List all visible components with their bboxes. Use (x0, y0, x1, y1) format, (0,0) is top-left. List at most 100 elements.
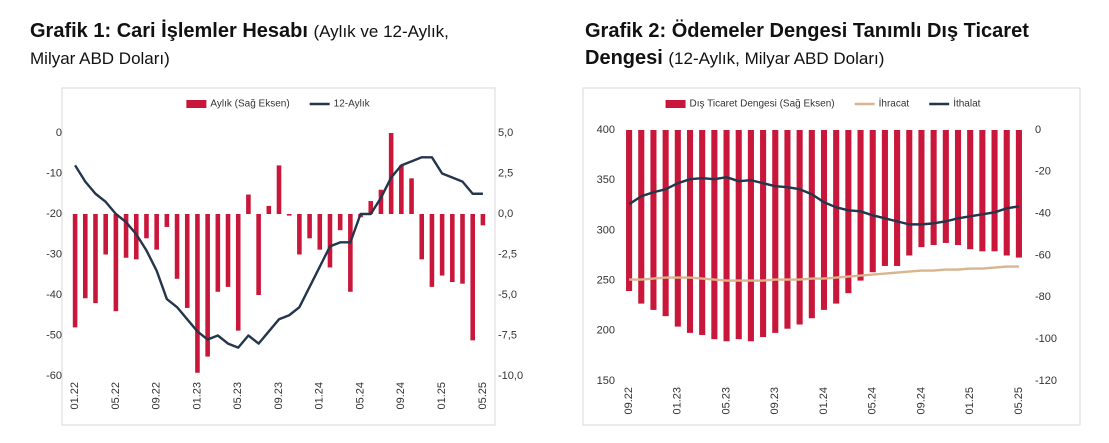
x-tick-label: 05.25 (477, 382, 489, 410)
bar (979, 130, 986, 252)
y2-tick-label: -80 (1035, 291, 1051, 303)
y2-tick-label: -2,5 (498, 248, 517, 260)
chart-title: Grafik 2: Ödemeler Dengesi Tanımlı Dış T… (585, 20, 1029, 69)
bar (439, 214, 445, 276)
bar (662, 130, 669, 317)
bar (906, 130, 913, 256)
line (628, 175, 1020, 226)
bar (286, 214, 292, 216)
bar (72, 214, 78, 328)
bar (796, 130, 803, 325)
y-tick-label: 400 (597, 124, 615, 136)
y-tick-label: 0 (56, 127, 62, 139)
bar (144, 214, 149, 239)
bar (845, 130, 852, 294)
bar (388, 133, 394, 214)
bar (954, 130, 962, 246)
y2-tick-label: -60 (1035, 249, 1051, 261)
x-tick-label: 09.22 (623, 387, 635, 415)
bar (942, 130, 949, 243)
bar (103, 214, 108, 255)
bar (711, 130, 718, 340)
chart-title: Grafik 1: Cari İşlemler Hesabı (30, 20, 308, 42)
chart-subtitle: (Aylık ve 12-Aylık, Milyar ABD Doları) (30, 22, 449, 68)
x-tick-label: 01.25 (964, 387, 976, 415)
x-tick-label: 09.22 (151, 382, 163, 410)
bar (378, 189, 384, 214)
x-tick-label: 09.24 (395, 382, 407, 410)
y-tick-label: -60 (46, 370, 62, 382)
bar (735, 130, 742, 340)
bar (674, 130, 681, 327)
bar (164, 214, 170, 227)
bar (215, 214, 221, 292)
bar (327, 214, 333, 268)
x-tick-label: 05.24 (354, 382, 366, 410)
bar (869, 130, 876, 273)
x-tick-label: 01.24 (818, 387, 830, 415)
y-tick-label: -40 (46, 289, 62, 301)
y-tick-label: 350 (597, 174, 615, 186)
y2-tick-label: -7,5 (498, 329, 517, 341)
bar (723, 130, 730, 342)
y-tick-label: 150 (597, 375, 615, 387)
legend-label: İhracat (879, 97, 910, 110)
bar (123, 214, 129, 258)
x-tick-label: 01.23 (672, 387, 684, 415)
y2-tick-label: 2,5 (498, 167, 513, 179)
x-tick-label: 01.22 (69, 382, 81, 410)
bar (699, 130, 706, 335)
y-tick-label: 300 (597, 224, 615, 236)
bar (317, 214, 323, 250)
bar (307, 214, 312, 239)
bar (429, 214, 435, 287)
x-tick-label: 01.23 (191, 382, 203, 410)
bar (337, 214, 343, 231)
bar (297, 214, 302, 255)
x-tick-label: 05.23 (720, 387, 732, 415)
bar (470, 214, 476, 341)
bar (1003, 130, 1010, 256)
y2-tick-label: -10,0 (498, 370, 523, 382)
y2-tick-label: -20 (1035, 166, 1051, 178)
x-tick-label: 09.23 (273, 382, 285, 410)
bar (784, 130, 791, 329)
bar (93, 214, 98, 304)
bar (225, 214, 231, 287)
y-tick-label: 250 (597, 275, 615, 287)
legend-swatch (665, 100, 686, 108)
bar (747, 130, 754, 342)
bar (991, 130, 998, 252)
y-tick-label: -50 (46, 329, 62, 341)
y2-tick-label: -120 (1035, 375, 1057, 387)
x-tick-label: 05.23 (232, 382, 244, 410)
y-tick-label: -10 (46, 167, 62, 179)
bar (760, 130, 767, 338)
x-tick-label: 05.22 (110, 382, 122, 410)
bar (256, 214, 261, 295)
bar (348, 214, 353, 292)
bar (857, 130, 864, 281)
bar (246, 194, 251, 214)
x-tick-label: 09.24 (915, 387, 927, 415)
line (629, 265, 1019, 282)
bar (1015, 130, 1022, 258)
x-tick-label: 09.23 (769, 387, 781, 415)
bar (918, 130, 925, 248)
bar (184, 214, 190, 308)
y2-tick-label: 0 (1035, 124, 1041, 136)
chart-heading: Grafik 1: Cari İşlemler Hesabı (Aylık ve… (30, 18, 475, 72)
bar (626, 130, 633, 292)
bar (133, 214, 139, 260)
bar (399, 165, 404, 214)
bar (368, 201, 374, 214)
y2-tick-label: 5,0 (498, 127, 513, 139)
chart-subtitle: (12-Aylık, Milyar ABD Doları) (668, 49, 885, 68)
legend-label: 12-Aylık (334, 99, 371, 110)
bar (205, 214, 210, 357)
bar (276, 165, 282, 214)
legend-label: İthalat (953, 97, 980, 110)
y-tick-label: 200 (597, 325, 615, 337)
